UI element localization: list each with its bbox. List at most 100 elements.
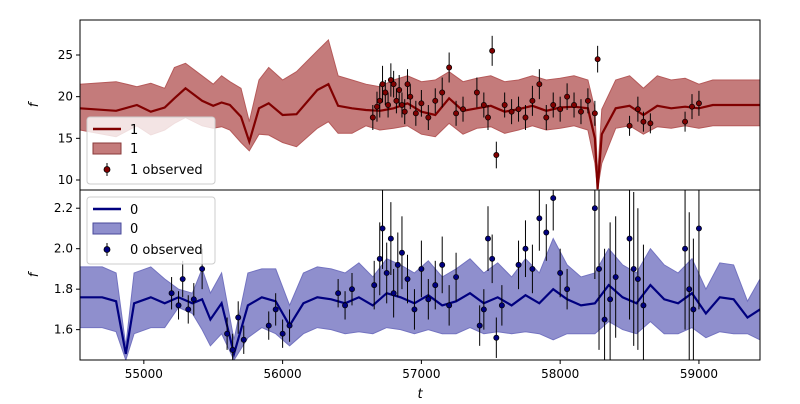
bottom-observed-point (529, 265, 536, 272)
top-observed-point (640, 118, 647, 125)
bottom-observed-point (630, 265, 637, 272)
top-observed-point (480, 102, 487, 108)
bottom-observed-point (342, 302, 349, 309)
top-observed-point (543, 114, 550, 121)
bottom-observed-point (349, 286, 355, 293)
top-observed-point (393, 97, 400, 104)
bottom-observed-point (640, 302, 647, 309)
bottom-observed-point (229, 346, 236, 353)
top-legend: 1 1 1 observed (86, 116, 216, 185)
top-observed-point (695, 100, 702, 107)
top-observed-point (594, 56, 601, 63)
top-observed-point (515, 106, 522, 113)
bottom-observed-point (240, 336, 247, 343)
top-observed-point (682, 118, 689, 125)
top-observed-point (460, 106, 466, 113)
bottom-observed-point (543, 229, 550, 236)
x-tick-label: 59000 (680, 367, 718, 381)
bottom-observed-point (591, 205, 598, 212)
bottom-observed-point (390, 290, 397, 297)
top-observed-point (376, 97, 383, 104)
top-observed-point (689, 103, 695, 110)
top-observed-point (432, 97, 439, 104)
bottom-x-ticks: 55000 56000 57000 58000 59000 (125, 360, 718, 381)
bottom-observed-point (522, 245, 529, 252)
bottom-observed-point (489, 255, 496, 262)
top-plot-area (80, 35, 760, 190)
bottom-plot-area (80, 190, 760, 360)
bottom-observed-point (439, 261, 446, 268)
top-uncertainty-band (80, 39, 760, 190)
x-tick-label: 55000 (125, 367, 163, 381)
top-observed-point (382, 89, 389, 96)
bottom-observed-point (418, 265, 425, 272)
bottom-observed-point (485, 235, 491, 242)
top-panel: 10 15 20 25 f 1 1 1 observed (27, 19, 761, 191)
bottom-observed-point (387, 235, 394, 242)
bottom-observed-point (453, 274, 460, 280)
bottom-legend: 0 0 0 observed (86, 196, 216, 265)
top-observed-point (404, 81, 411, 88)
bottom-legend-band-swatch (92, 222, 122, 235)
bottom-observed-point (446, 302, 453, 309)
bottom-legend-marker-swatch (103, 246, 111, 253)
top-observed-point (369, 114, 376, 121)
bottom-legend-line-label: 0 (130, 203, 138, 218)
top-legend-band-swatch (92, 142, 122, 155)
top-observed-point (489, 47, 496, 54)
top-legend-box (86, 116, 216, 185)
top-legend-band-label: 1 (130, 142, 138, 157)
top-observed-point (493, 152, 500, 158)
bottom-observed-point (432, 282, 439, 289)
top-observed-point (550, 102, 557, 108)
bottom-observed-point (515, 261, 522, 268)
top-observed-point (485, 114, 491, 121)
bottom-observed-point (379, 225, 386, 232)
bottom-observed-point (404, 276, 411, 282)
bottom-observed-point (335, 290, 342, 297)
bottom-observed-point (695, 225, 702, 232)
bottom-observed-point (498, 302, 505, 309)
bottom-observed-point (686, 286, 693, 293)
bottom-observed-point (425, 296, 432, 303)
bottom-observed-point (185, 306, 192, 313)
top-observed-point (446, 64, 453, 71)
bottom-legend-observed-label: 0 observed (130, 243, 203, 258)
top-observed-point (591, 110, 598, 117)
bottom-observed-point (536, 215, 543, 222)
top-observed-point (425, 114, 432, 121)
top-observed-point (412, 110, 419, 117)
bottom-y-tick-label: 2.0 (54, 242, 73, 256)
bottom-y-ticks: 1.6 1.8 2.0 2.2 (54, 201, 80, 337)
x-tick-label: 56000 (264, 367, 302, 381)
bottom-observed-point (682, 245, 689, 252)
top-observed-point (399, 102, 405, 108)
bottom-observed-point (168, 290, 175, 297)
top-observed-point (647, 120, 654, 127)
top-observed-point (529, 97, 536, 104)
bottom-observed-point (476, 322, 483, 329)
bottom-observed-point (612, 274, 619, 280)
bottom-legend-box (86, 196, 216, 265)
x-axis-label: t (417, 387, 423, 400)
bottom-observed-point (493, 334, 500, 341)
bottom-y-tick-label: 1.6 (54, 323, 73, 337)
bottom-observed-point (626, 235, 633, 242)
bottom-observed-point (371, 282, 378, 289)
bottom-observed-point (634, 276, 641, 282)
bottom-y-axis-label: f (27, 270, 42, 277)
bottom-observed-point (550, 195, 557, 202)
x-tick-label: 57000 (402, 367, 440, 381)
bottom-observed-point (557, 270, 564, 276)
top-observed-point (453, 110, 460, 117)
top-observed-point (571, 102, 577, 108)
top-observed-point (407, 93, 414, 100)
top-observed-point (401, 108, 408, 115)
bottom-observed-point (376, 255, 383, 262)
bottom-y-tick-label: 2.2 (54, 201, 73, 215)
top-observed-point (385, 102, 392, 108)
top-observed-point (387, 77, 394, 83)
top-y-tick-label: 10 (58, 173, 73, 187)
top-observed-point (396, 87, 403, 93)
